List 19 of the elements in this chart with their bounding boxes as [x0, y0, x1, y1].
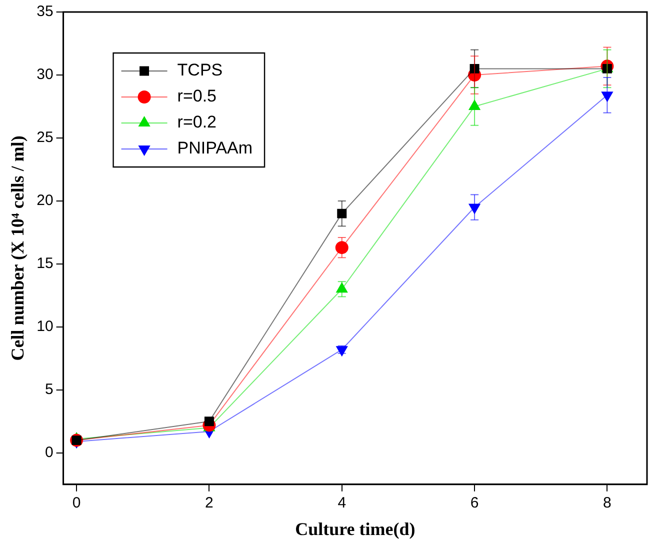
y-tick-label: 15 [36, 255, 54, 272]
x-tick-label: 6 [470, 494, 479, 512]
legend-label: PNIPAAm [177, 138, 253, 158]
legend-label: r=0.5 [177, 86, 217, 106]
y-tick-label: 30 [36, 66, 54, 84]
legend-label: r=0.2 [177, 112, 217, 132]
y-tick-label: 25 [36, 129, 54, 146]
y-axis-title: Cell number (X 10⁴ cells / ml) [7, 136, 28, 361]
x-axis-title: Culture time(d) [295, 518, 416, 539]
x-tick-label: 2 [205, 494, 214, 512]
x-tick-label: 0 [72, 494, 81, 512]
legend-label: TCPS [177, 60, 223, 80]
y-tick-label: 5 [44, 381, 54, 398]
y-tick-label: 35 [36, 3, 54, 20]
y-tick-label: 20 [36, 192, 54, 210]
y-tick-label: 0 [44, 444, 54, 462]
x-tick-label: 8 [603, 494, 612, 512]
x-tick-label: 4 [338, 494, 346, 512]
y-tick-label: 10 [36, 318, 54, 336]
